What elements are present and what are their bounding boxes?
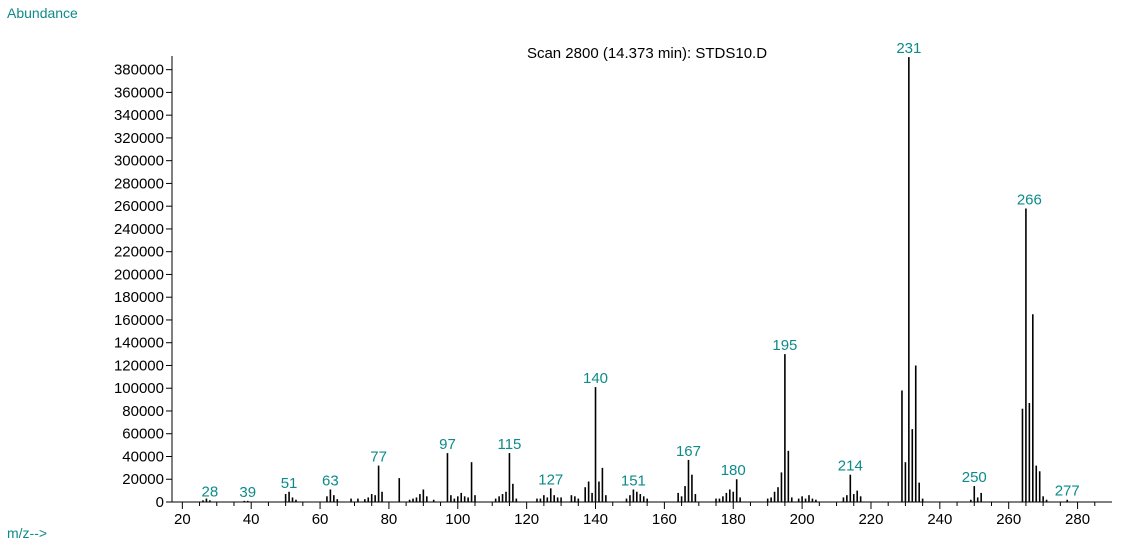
peak-label: 51: [281, 475, 298, 492]
y-tick-label: 220000: [114, 244, 164, 261]
y-tick-label: 340000: [114, 107, 164, 124]
x-tick-label: 120: [514, 511, 539, 528]
y-tick-label: 20000: [122, 471, 164, 488]
x-tick-label: 200: [790, 511, 815, 528]
y-tick-label: 60000: [122, 426, 164, 443]
peak-label: 214: [838, 458, 863, 475]
peak-label: 140: [583, 370, 608, 387]
x-tick-label: 160: [652, 511, 677, 528]
y-tick-label: 40000: [122, 448, 164, 465]
y-tick-label: 0: [156, 494, 164, 511]
y-tick-label: 160000: [114, 312, 164, 329]
x-tick-label: 20: [174, 511, 191, 528]
x-tick-label: 260: [996, 511, 1021, 528]
y-tick-label: 280000: [114, 175, 164, 192]
y-tick-label: 360000: [114, 84, 164, 101]
peak-label: 97: [439, 436, 456, 453]
y-tick-label: 260000: [114, 198, 164, 215]
chart-title: Scan 2800 (14.373 min): STDS10.D: [527, 45, 767, 62]
x-tick-label: 60: [312, 511, 329, 528]
peak-label: 195: [772, 337, 797, 354]
x-tick-label: 180: [721, 511, 746, 528]
x-tick-label: 280: [1065, 511, 1090, 528]
x-tick-label: 100: [445, 511, 470, 528]
peak-label: 277: [1055, 483, 1080, 500]
peak-label: 127: [538, 471, 563, 488]
y-tick-label: 300000: [114, 153, 164, 170]
x-tick-label: 140: [583, 511, 608, 528]
peak-label: 115: [497, 436, 521, 453]
peak-label: 266: [1017, 191, 1042, 208]
y-tick-label: 240000: [114, 221, 164, 238]
peak-label: 180: [721, 462, 746, 479]
y-tick-label: 140000: [114, 335, 164, 352]
x-tick-label: 220: [858, 511, 883, 528]
axes: 0 20000 40000 60000 80000 100000 120000 140000 1…: [114, 56, 1112, 528]
y-tick-label: 320000: [114, 130, 164, 147]
peak-label: 167: [676, 443, 701, 460]
spectrum-bars: [202, 57, 1069, 502]
y-tick-label: 120000: [114, 357, 164, 374]
y-axis-title: Abundance: [7, 5, 78, 21]
x-tick-label: 40: [243, 511, 260, 528]
peak-label: 151: [621, 472, 646, 489]
peak-label: 231: [896, 40, 921, 57]
peak-labels: 28 39 51 63 77 97 115 127 140 151 167 180 195 214 231 2…: [202, 40, 1080, 501]
y-tick-label: 380000: [114, 62, 164, 79]
y-tick-label: 80000: [122, 403, 164, 420]
peak-label: 63: [322, 472, 339, 489]
x-tick-label: 80: [381, 511, 398, 528]
peak-label: 39: [239, 484, 256, 501]
x-axis-title: m/z-->: [7, 525, 48, 541]
peak-label: 28: [202, 483, 219, 500]
peak-label: 77: [370, 449, 387, 466]
y-tick-label: 180000: [114, 289, 164, 306]
x-tick-label: 240: [927, 511, 952, 528]
peak-label: 250: [962, 469, 987, 486]
y-tick-label: 200000: [114, 266, 164, 283]
y-tick-label: 100000: [114, 380, 164, 397]
